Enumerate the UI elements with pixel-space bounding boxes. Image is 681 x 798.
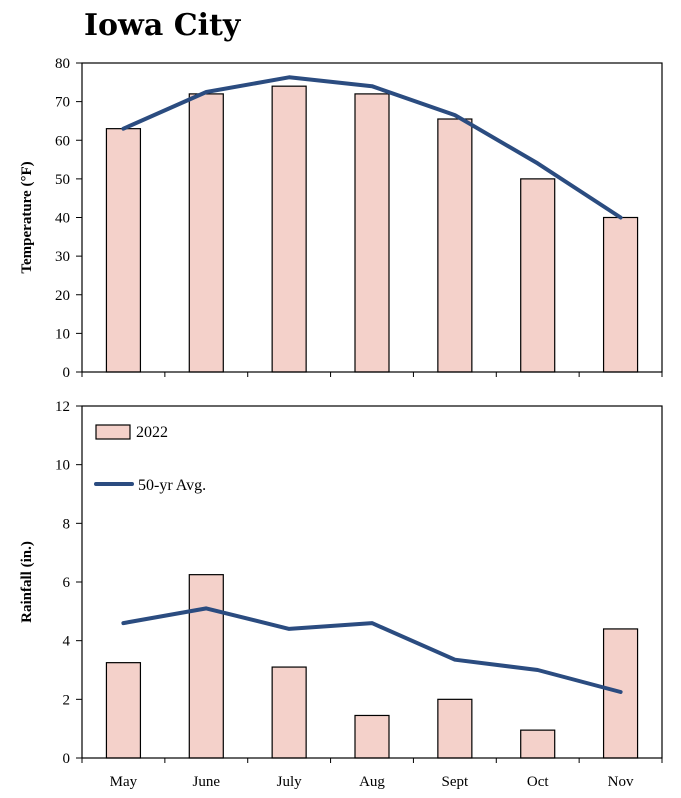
rain-ytick-label: 8 (63, 516, 71, 532)
temp-ytick-label: 60 (55, 133, 70, 149)
temp-ytick-label: 20 (55, 288, 70, 304)
rain-bar (105, 662, 142, 759)
rain-ytick-label: 0 (63, 751, 71, 767)
rain-bar (271, 666, 307, 759)
temp-bar (354, 93, 390, 373)
rain-plot-frame (81, 405, 663, 759)
temp-ytick-label: 0 (63, 365, 71, 381)
rain-ytick-label: 12 (55, 399, 70, 415)
temp-bar (520, 178, 556, 373)
rain-ytick-label: 6 (63, 575, 71, 591)
rain-xtick-label: July (277, 774, 303, 790)
rain-xtick-label: Oct (527, 774, 549, 790)
rain-avg-line (121, 606, 623, 694)
temp-ytick-label: 50 (55, 172, 70, 188)
legend-line-label: 50-yr Avg. (138, 477, 206, 494)
rain-ytick-label: 4 (63, 634, 71, 650)
temp-bar (602, 216, 639, 373)
temp-ylabel: Temperature (°F) (19, 161, 35, 273)
chart-title: Iowa City (84, 8, 241, 43)
rain-bar (437, 698, 473, 759)
legend-bar-label: 2022 (136, 424, 168, 441)
temp-bar (271, 85, 307, 373)
temp-ytick-label: 40 (55, 211, 70, 227)
temp-ytick-label: 10 (55, 326, 70, 342)
temp-ytick-label: 80 (55, 56, 70, 72)
rain-ytick-label: 2 (63, 692, 71, 708)
temp-ytick-label: 70 (55, 95, 70, 111)
rain-xtick-label: June (193, 774, 221, 790)
rain-bar (520, 729, 556, 759)
rain-xtick-label: Nov (608, 774, 634, 790)
temp-ytick-label: 30 (55, 249, 70, 265)
rain-xtick-label: Sept (442, 774, 470, 790)
temp-bar (188, 93, 224, 373)
legend-bar-swatch (95, 424, 131, 440)
rain-ytick-label: 10 (55, 458, 70, 474)
rain-xtick-label: Aug (359, 774, 385, 790)
rain-xtick-label: May (110, 774, 138, 790)
temp-avg-line (121, 75, 623, 220)
temp-bar (105, 128, 142, 373)
rain-bar (188, 574, 224, 759)
temp-plot-frame (81, 62, 663, 373)
rain-bar (354, 714, 390, 759)
temp-bar (437, 118, 473, 373)
rain-ylabel: Rainfall (in.) (19, 541, 35, 623)
